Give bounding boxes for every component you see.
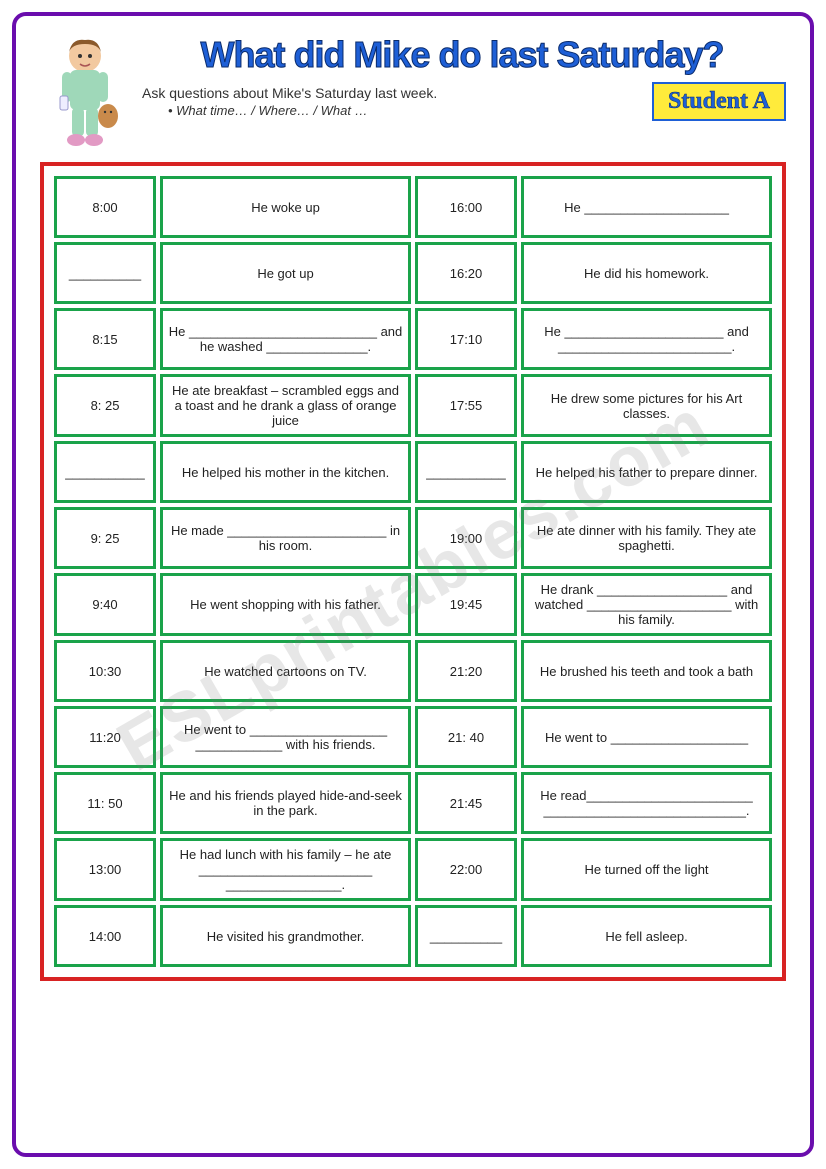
schedule-table-wrap: 8:00He woke up16:00He __________________…	[40, 162, 786, 981]
time-cell: 19:45	[415, 573, 517, 636]
table-row: 8:00He woke up16:00He __________________…	[54, 176, 772, 238]
activity-cell: He ____________________	[521, 176, 772, 238]
table-row: 14:00He visited his grandmother.________…	[54, 905, 772, 967]
time-cell: 11: 50	[54, 772, 156, 834]
time-cell: 9: 25	[54, 507, 156, 569]
table-row: 10:30He watched cartoons on TV.21:20He b…	[54, 640, 772, 702]
student-badge: Student A	[652, 82, 786, 121]
activity-cell: He fell asleep.	[521, 905, 772, 967]
activity-cell: He went to ___________________	[521, 706, 772, 768]
time-cell: 8:00	[54, 176, 156, 238]
time-cell: 10:30	[54, 640, 156, 702]
activity-cell: He woke up	[160, 176, 411, 238]
activity-cell: He got up	[160, 242, 411, 304]
activity-cell: He drank __________________ and watched …	[521, 573, 772, 636]
table-row: 11:20He went to ___________________ ____…	[54, 706, 772, 768]
activity-cell: He helped his mother in the kitchen.	[160, 441, 411, 503]
time-cell: 21:20	[415, 640, 517, 702]
time-cell: 19:00	[415, 507, 517, 569]
activity-cell: He drew some pictures for his Art classe…	[521, 374, 772, 437]
table-row: 9:40He went shopping with his father.19:…	[54, 573, 772, 636]
instruction-row: Ask questions about Mike's Saturday last…	[138, 82, 786, 121]
instruction-text: Ask questions about Mike's Saturday last…	[138, 85, 652, 101]
time-cell: 22:00	[415, 838, 517, 901]
time-cell: 13:00	[54, 838, 156, 901]
activity-cell: He read_______________________ _________…	[521, 772, 772, 834]
time-cell: __________	[54, 242, 156, 304]
table-row: 9: 25He made ______________________ in h…	[54, 507, 772, 569]
time-cell: 8:15	[54, 308, 156, 370]
activity-cell: He ate breakfast – scrambled eggs and a …	[160, 374, 411, 437]
activity-cell: He made ______________________ in his ro…	[160, 507, 411, 569]
activity-cell: He visited his grandmother.	[160, 905, 411, 967]
activity-cell: He turned off the light	[521, 838, 772, 901]
table-row: 13:00He had lunch with his family – he a…	[54, 838, 772, 901]
activity-cell: He ______________________ and __________…	[521, 308, 772, 370]
activity-cell: He brushed his teeth and took a bath	[521, 640, 772, 702]
activity-cell: He did his homework.	[521, 242, 772, 304]
activity-cell: He and his friends played hide-and-seek …	[160, 772, 411, 834]
time-cell: 9:40	[54, 573, 156, 636]
time-cell: ___________	[415, 441, 517, 503]
activity-cell: He watched cartoons on TV.	[160, 640, 411, 702]
worksheet-frame: What did Mike do last Saturday? Ask ques…	[12, 12, 814, 1157]
time-cell: 17:10	[415, 308, 517, 370]
time-cell: ___________	[54, 441, 156, 503]
time-cell: 21:45	[415, 772, 517, 834]
time-cell: 11:20	[54, 706, 156, 768]
activity-cell: He went to ___________________ _________…	[160, 706, 411, 768]
worksheet-title: What did Mike do last Saturday?	[138, 34, 786, 76]
time-cell: 16:20	[415, 242, 517, 304]
time-cell: __________	[415, 905, 517, 967]
header-row: What did Mike do last Saturday? Ask ques…	[40, 34, 786, 154]
activity-cell: He had lunch with his family – he ate __…	[160, 838, 411, 901]
table-row: 8: 25He ate breakfast – scrambled eggs a…	[54, 374, 772, 437]
instruction-sub: • What time… / Where… / What …	[138, 103, 652, 118]
time-cell: 17:55	[415, 374, 517, 437]
time-cell: 16:00	[415, 176, 517, 238]
activity-cell: He went shopping with his father.	[160, 573, 411, 636]
activity-cell: He __________________________ and he was…	[160, 308, 411, 370]
time-cell: 14:00	[54, 905, 156, 967]
table-row: 11: 50He and his friends played hide-and…	[54, 772, 772, 834]
time-cell: 21: 40	[415, 706, 517, 768]
table-row: __________He got up16:20He did his homew…	[54, 242, 772, 304]
header-center: What did Mike do last Saturday? Ask ques…	[138, 34, 786, 121]
activity-cell: He helped his father to prepare dinner.	[521, 441, 772, 503]
table-row: 8:15He __________________________ and he…	[54, 308, 772, 370]
activity-cell: He ate dinner with his family. They ate …	[521, 507, 772, 569]
time-cell: 8: 25	[54, 374, 156, 437]
boy-pajamas-icon	[40, 34, 130, 154]
schedule-table: 8:00He woke up16:00He __________________…	[50, 172, 776, 971]
table-row: ___________He helped his mother in the k…	[54, 441, 772, 503]
